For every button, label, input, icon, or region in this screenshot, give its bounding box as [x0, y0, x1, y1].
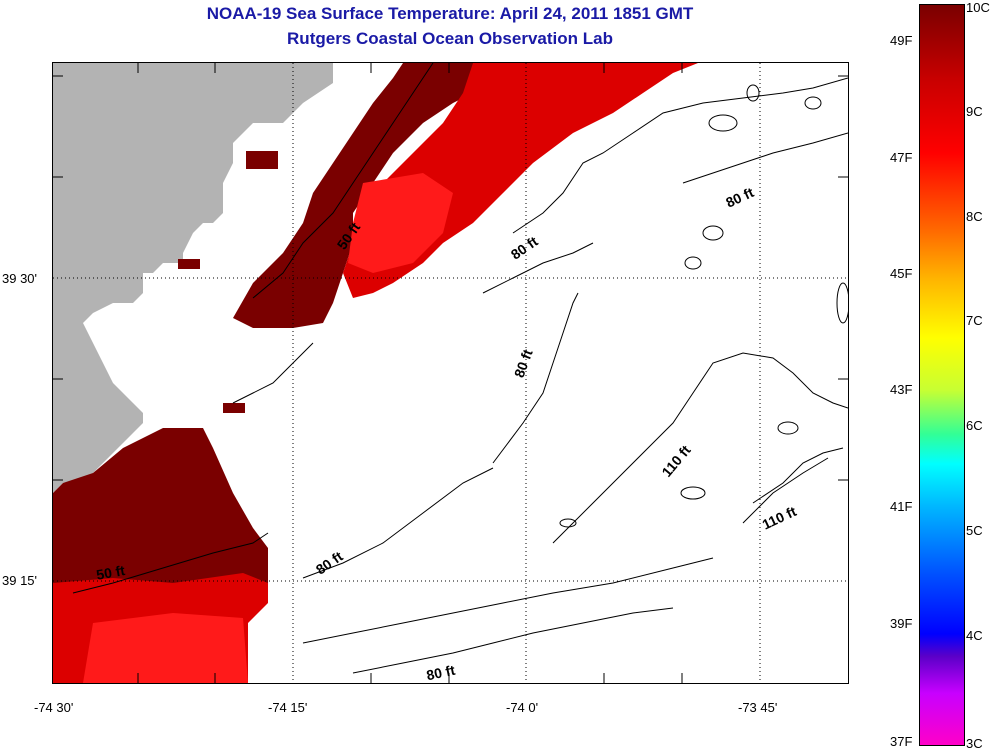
sst-plume-north-dark — [233, 63, 513, 328]
land-area — [53, 63, 333, 493]
map-title: NOAA-19 Sea Surface Temperature: April 2… — [206, 4, 694, 23]
sst-plume-south-dark — [53, 428, 268, 603]
contour-label: 80 ft — [313, 548, 346, 578]
colorbar-fahrenheit-label: 45F — [890, 266, 913, 281]
colorbar-fahrenheit-label: 47F — [890, 150, 913, 165]
colorbar-fahrenheit-label: 39F — [890, 616, 913, 631]
sst-pixel — [246, 151, 278, 169]
colorbar-celsius-label: 9C — [966, 104, 983, 119]
sst-plume-south-bright — [83, 613, 248, 683]
x-tick-label: -73 45' — [738, 700, 778, 715]
colorbar-fahrenheit-label: 49F — [890, 33, 913, 48]
contour-label: 80 ft — [723, 184, 756, 211]
y-tick-label: 39 15' — [2, 573, 38, 588]
sst-pixel — [178, 259, 200, 269]
x-tick-label: -74 15' — [268, 700, 308, 715]
temperature-colorbar — [919, 4, 965, 746]
contour-label: 50 ft — [95, 562, 126, 583]
sst-pixel — [223, 403, 245, 413]
colorbar-fahrenheit-label: 37F — [890, 734, 913, 749]
colorbar-fahrenheit-label: 41F — [890, 499, 913, 514]
colorbar-celsius-label: 4C — [966, 628, 983, 643]
colorbar-celsius-label: 6C — [966, 418, 983, 433]
colorbar-celsius-label: 5C — [966, 523, 983, 538]
colorbar-celsius-label: 7C — [966, 313, 983, 328]
bathymetry-blobs — [559, 84, 848, 528]
contour-label: 80 ft — [425, 662, 457, 683]
y-tick-label: 39 30' — [2, 271, 38, 286]
colorbar-celsius-label: 3C — [966, 736, 983, 751]
sst-plume-north-bright — [348, 173, 453, 273]
x-tick-label: -74 30' — [34, 700, 74, 715]
colorbar-fahrenheit-label: 43F — [890, 382, 913, 397]
contour-label: 80 ft — [511, 347, 536, 380]
contour-label: 110 ft — [658, 442, 693, 480]
contour-label: 110 ft — [760, 503, 800, 533]
map-subtitle: Rutgers Coastal Ocean Observation Lab — [287, 29, 613, 48]
colorbar-celsius-label: 10C — [966, 0, 990, 15]
sst-map: 50 ft 80 ft 80 ft 80 ft 110 ft 110 ft 80… — [52, 62, 849, 684]
contour-label: 80 ft — [508, 233, 541, 263]
bathymetry-contours — [72, 63, 848, 674]
graticule — [53, 63, 848, 683]
colorbar-celsius-label: 8C — [966, 209, 983, 224]
frame-ticks — [53, 63, 848, 683]
x-tick-label: -74 0' — [506, 700, 539, 715]
map-canvas: 50 ft 80 ft 80 ft 80 ft 110 ft 110 ft 80… — [53, 63, 848, 683]
